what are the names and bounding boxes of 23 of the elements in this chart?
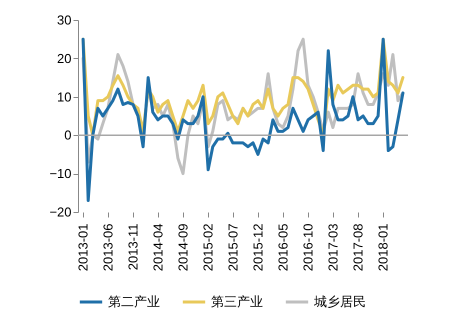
y-tick-label: −10	[49, 166, 72, 182]
x-tick-label: 2017-03	[325, 224, 340, 272]
legend-label: 城乡居民	[313, 294, 366, 309]
x-tick-label: 2016-05	[275, 224, 290, 272]
line-series	[82, 38, 404, 202]
x-tick-label: 2016-10	[300, 224, 316, 272]
legend-label: 第三产业	[211, 294, 263, 309]
y-tick-label: 30	[57, 12, 72, 28]
x-tick-label: 2015-12	[250, 224, 266, 272]
y-tick-label: 10	[57, 89, 72, 104]
y-tick-label: 0	[64, 128, 72, 143]
x-tick-label: 2013-06	[100, 224, 116, 272]
x-tick-label: 2015-02	[200, 224, 216, 272]
x-tick-label: 2018-01	[376, 224, 391, 272]
x-tick-label: 2013-11	[126, 224, 141, 270]
x-tick-label: 2015-07	[225, 224, 240, 272]
y-tick-label: −20	[49, 204, 72, 220]
x-tick-label: 2014-09	[176, 224, 191, 272]
x-tick-label: 2017-08	[350, 224, 366, 272]
x-tick-label: 2014-04	[150, 224, 166, 272]
y-tick-label: 20	[57, 50, 72, 66]
x-tick-label: 2013-01	[76, 224, 91, 272]
legend-label: 第二产业	[108, 294, 160, 309]
